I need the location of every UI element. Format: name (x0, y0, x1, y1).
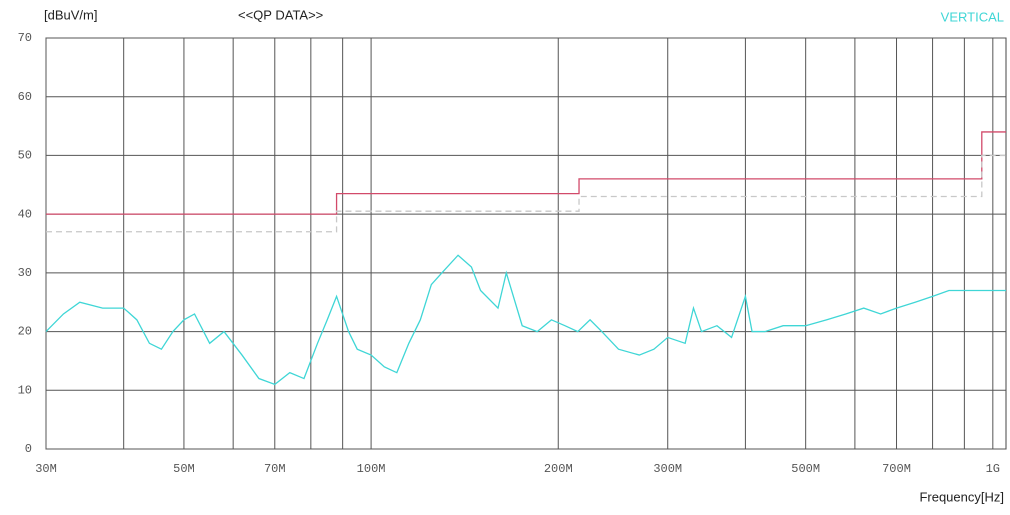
legend-label: VERTICAL (941, 9, 1004, 24)
y-tick-label: 0 (25, 442, 32, 456)
y-tick-label: 20 (18, 325, 32, 339)
y-tick-label: 40 (18, 207, 32, 221)
plot-area (45, 37, 1007, 450)
x-tick-label: 1G (986, 462, 1000, 476)
y-tick-label: 70 (18, 31, 32, 45)
y-tick-label: 30 (18, 266, 32, 280)
x-tick-label: 30M (35, 462, 57, 476)
y-tick-label: 10 (18, 383, 32, 397)
x-tick-label: 200M (544, 462, 573, 476)
x-tick-label: 50M (173, 462, 195, 476)
x-tick-label: 100M (357, 462, 386, 476)
y-tick-label: 50 (18, 149, 32, 163)
x-tick-label: 500M (791, 462, 820, 476)
chart-title: <<QP DATA>> (238, 7, 323, 22)
series-line (45, 254, 1006, 386)
series-line (46, 154, 1006, 233)
x-tick-label: 700M (882, 462, 911, 476)
x-tick-label: 70M (264, 462, 286, 476)
x-tick-label: 300M (653, 462, 682, 476)
x-axis-label: Frequency[Hz] (919, 489, 1004, 504)
y-tick-label: 60 (18, 90, 32, 104)
y-axis-label: [dBuV/m] (44, 7, 97, 22)
series-line (46, 131, 1006, 215)
